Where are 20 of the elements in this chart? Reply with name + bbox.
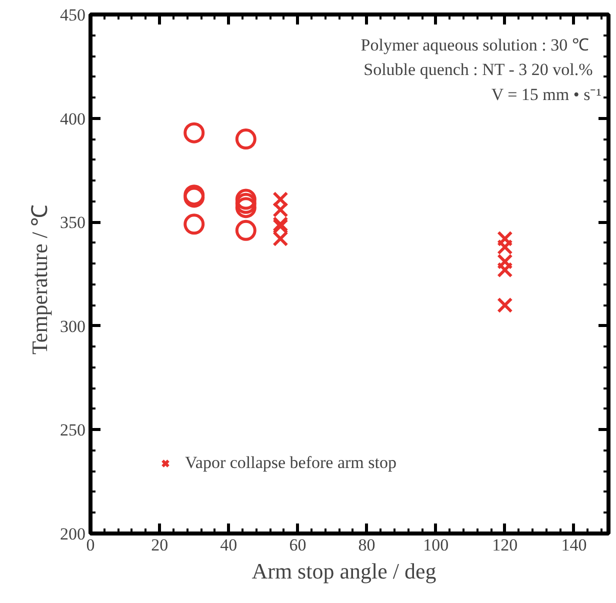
x-tick-label: 0 xyxy=(86,536,95,554)
y-tick-label: 250 xyxy=(60,420,86,440)
annotation: V = 15 mm • s⁻¹ xyxy=(491,85,602,104)
x-tick-label: 100 xyxy=(423,536,449,554)
y-tick-label: 400 xyxy=(60,109,86,128)
x-tick-label: 120 xyxy=(492,536,518,554)
x-tick-label: 60 xyxy=(289,536,306,554)
annotation: Soluble quench : NT - 3 20 vol.% xyxy=(364,60,593,80)
x-tick-label: 40 xyxy=(220,536,238,554)
x-tick-label: 20 xyxy=(151,536,168,554)
y-tick-label: 450 xyxy=(60,6,86,24)
legend-label: Vapor collapse before arm stop xyxy=(185,453,396,473)
y-tick-label: 200 xyxy=(60,524,86,544)
y-tick-label: 300 xyxy=(60,316,86,336)
y-tick-label: 350 xyxy=(60,213,86,232)
y-axis-title: Temperature / ℃ xyxy=(27,204,52,354)
x-tick-label: 140 xyxy=(561,536,587,554)
x-tick-label: 80 xyxy=(358,536,376,554)
annotation: Polymer aqueous solution : 30 ℃ xyxy=(360,35,589,54)
x-axis-title: Arm stop angle / deg xyxy=(252,558,436,584)
